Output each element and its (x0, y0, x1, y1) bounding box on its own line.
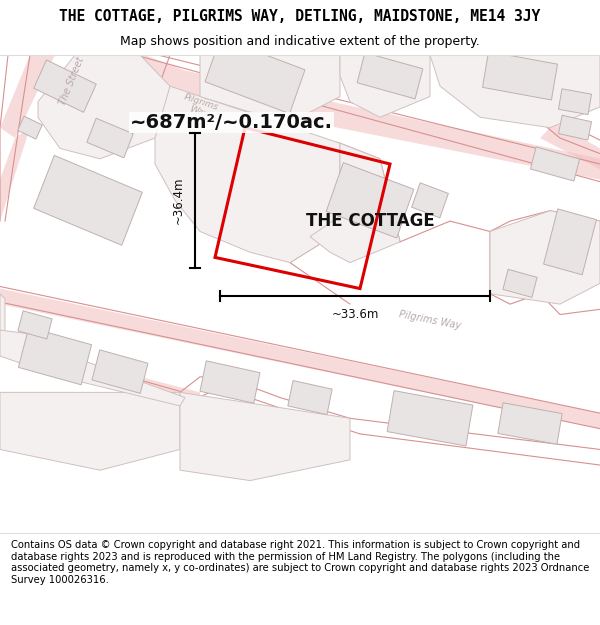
Polygon shape (340, 55, 430, 118)
Polygon shape (34, 156, 142, 245)
Polygon shape (18, 116, 42, 139)
Polygon shape (60, 361, 185, 406)
Polygon shape (480, 55, 600, 86)
Polygon shape (387, 391, 473, 446)
Polygon shape (92, 350, 148, 393)
Text: THE COTTAGE, PILGRIMS WAY, DETLING, MAIDSTONE, ME14 3JY: THE COTTAGE, PILGRIMS WAY, DETLING, MAID… (59, 9, 541, 24)
Text: THE COTTAGE: THE COTTAGE (305, 212, 434, 230)
Polygon shape (412, 182, 448, 218)
Polygon shape (503, 269, 537, 298)
Polygon shape (540, 122, 600, 169)
Polygon shape (0, 294, 5, 356)
Polygon shape (0, 341, 200, 408)
Polygon shape (559, 115, 592, 140)
Polygon shape (288, 381, 332, 414)
Polygon shape (87, 118, 133, 158)
Polygon shape (530, 147, 580, 181)
Polygon shape (498, 402, 562, 444)
Polygon shape (200, 55, 340, 118)
Text: Map shows position and indicative extent of the property.: Map shows position and indicative extent… (120, 35, 480, 48)
Text: ~687m²/~0.170ac.: ~687m²/~0.170ac. (130, 113, 333, 132)
Polygon shape (430, 55, 600, 128)
Polygon shape (18, 311, 52, 339)
Polygon shape (19, 328, 92, 385)
Text: The Street: The Street (58, 56, 86, 107)
Polygon shape (482, 51, 557, 100)
Text: Pilgrims
Way: Pilgrims Way (180, 92, 220, 122)
Polygon shape (180, 392, 350, 481)
Polygon shape (0, 289, 600, 429)
Text: Contains OS data © Crown copyright and database right 2021. This information is : Contains OS data © Crown copyright and d… (11, 540, 589, 585)
Polygon shape (205, 38, 305, 114)
Polygon shape (559, 89, 592, 114)
Polygon shape (490, 211, 600, 304)
Polygon shape (34, 60, 96, 112)
Polygon shape (0, 127, 30, 221)
Polygon shape (0, 55, 55, 138)
Polygon shape (155, 86, 340, 262)
Polygon shape (544, 209, 596, 275)
Polygon shape (357, 52, 423, 99)
Polygon shape (200, 361, 260, 403)
Polygon shape (310, 143, 400, 262)
Polygon shape (130, 55, 600, 179)
Text: Pilgrims Way: Pilgrims Way (398, 309, 462, 331)
Text: ~36.4m: ~36.4m (172, 177, 185, 224)
Polygon shape (0, 330, 80, 377)
Text: ~33.6m: ~33.6m (331, 308, 379, 321)
Polygon shape (0, 392, 180, 470)
Polygon shape (38, 55, 170, 159)
Polygon shape (326, 162, 414, 238)
